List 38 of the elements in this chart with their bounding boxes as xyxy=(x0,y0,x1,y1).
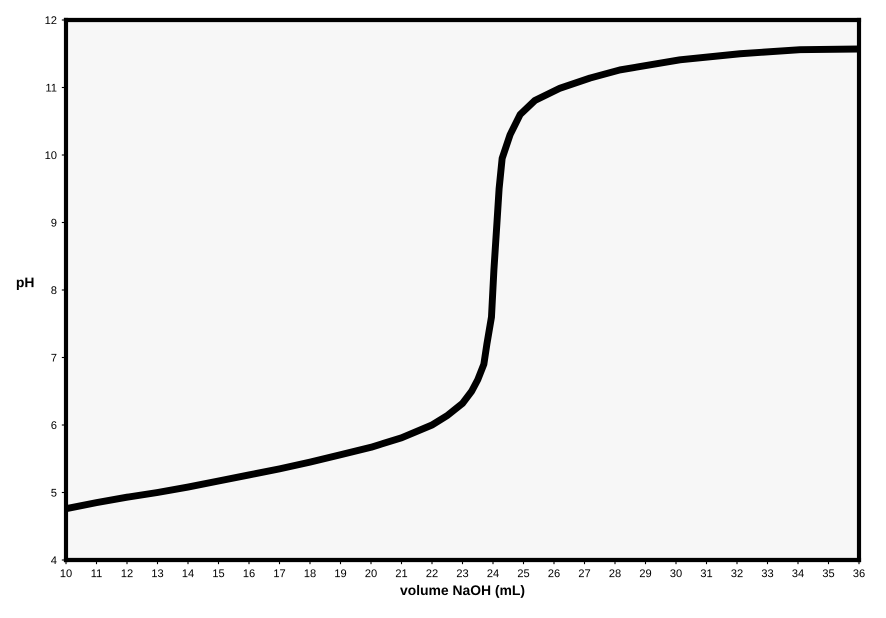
x-tick-label: 13 xyxy=(152,569,164,578)
x-tick-label: 30 xyxy=(670,569,682,578)
y-tick-label: 4 xyxy=(51,556,57,564)
x-tick-label: 15 xyxy=(213,569,224,578)
y-axis-title: pH xyxy=(16,278,34,290)
y-tick-label: 9 xyxy=(51,218,56,227)
y-tick-label: 5 xyxy=(51,488,57,497)
x-tick-label: 24 xyxy=(487,569,499,578)
x-tick-label: 23 xyxy=(456,569,468,578)
x-axis-title: volume NaOH (mL) xyxy=(400,584,524,598)
y-tick-label: 7 xyxy=(51,354,56,362)
x-tick-label: 32 xyxy=(731,569,743,578)
y-tick-label: 8 xyxy=(51,286,56,294)
x-tick-label: 22 xyxy=(426,569,438,578)
x-tick-label: 16 xyxy=(244,569,255,578)
x-tick-label: 27 xyxy=(578,569,590,578)
x-tick-label: 29 xyxy=(640,569,652,578)
x-tick-label: 14 xyxy=(182,569,194,578)
x-tick-label: 19 xyxy=(335,569,346,578)
x-tick-label: 21 xyxy=(396,569,408,578)
y-tick-label: 6 xyxy=(51,421,56,430)
x-tick-label: 20 xyxy=(365,569,377,578)
y-tick-label: 10 xyxy=(45,151,57,160)
x-tick-label: 11 xyxy=(92,569,102,578)
x-tick-label: 18 xyxy=(304,569,316,578)
x-tick-label: 28 xyxy=(609,569,621,578)
x-tick-label: 10 xyxy=(60,569,72,578)
x-tick-label: 34 xyxy=(792,569,804,578)
x-tick-label: 35 xyxy=(822,569,834,578)
x-tick-label: 33 xyxy=(762,569,774,578)
x-tick-label: 31 xyxy=(700,569,712,578)
y-tick-label: 11 xyxy=(46,84,56,92)
x-tick-label: 12 xyxy=(122,569,133,578)
x-tick-label: 17 xyxy=(274,569,286,578)
x-tick-label: 26 xyxy=(548,569,560,578)
x-tick-label: 36 xyxy=(853,569,865,578)
y-tick-label: 12 xyxy=(45,16,56,24)
x-tick-label: 25 xyxy=(518,569,530,578)
